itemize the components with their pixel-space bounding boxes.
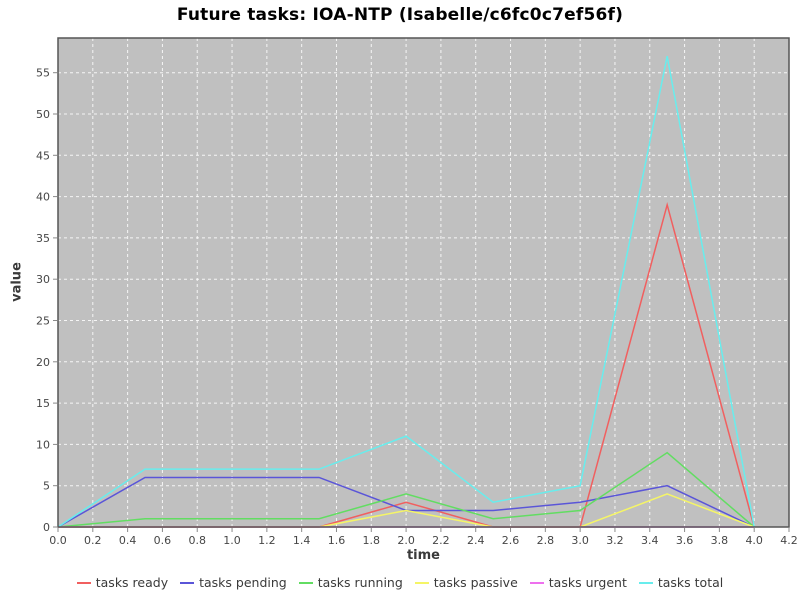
x-tick-label: 2.2 (432, 534, 450, 547)
legend-swatch-tasks-pending (180, 581, 195, 584)
x-tick-label: 3.4 (641, 534, 659, 547)
y-tick-label: 5 (43, 480, 50, 493)
x-tick-label: 1.0 (223, 534, 241, 547)
x-tick-label: 3.0 (571, 534, 589, 547)
legend-item-tasks-total: tasks total (638, 575, 724, 590)
legend-label-tasks-passive: tasks passive (433, 575, 518, 590)
series-line-tasks-running (57, 451, 755, 528)
x-tick-label: 4.2 (780, 534, 798, 547)
legend-item-tasks-running: tasks running (298, 575, 403, 590)
x-tick-label: 2.0 (397, 534, 415, 547)
y-tick-label: 25 (36, 314, 50, 327)
x-tick-label: 0.4 (119, 534, 137, 547)
y-tick-label: 0 (43, 521, 50, 534)
plot-background (58, 38, 789, 527)
plot-border (57, 37, 790, 528)
series-line-tasks-total (57, 56, 755, 528)
x-axis-label: time (406, 548, 441, 563)
y-tick-label: 35 (36, 232, 50, 245)
legend-item-tasks-passive: tasks passive (414, 575, 518, 590)
x-tick-label: 1.8 (363, 534, 381, 547)
legend-swatch-tasks-passive (414, 581, 429, 584)
legend-label-tasks-pending: tasks pending (199, 575, 287, 590)
x-tick-label: 1.4 (293, 534, 311, 547)
x-tick-label: 1.6 (328, 534, 346, 547)
x-tick-label: 0.6 (154, 534, 172, 547)
x-tick-label: 0.2 (84, 534, 102, 547)
legend-item-tasks-urgent: tasks urgent (529, 575, 627, 590)
legend-label-tasks-total: tasks total (657, 575, 724, 590)
x-tick-label: 2.6 (502, 534, 520, 547)
x-tick-label: 3.2 (606, 534, 624, 547)
y-tick-label: 40 (36, 191, 50, 204)
legend-label-tasks-running: tasks running (317, 575, 403, 590)
legend-swatch-tasks-urgent (529, 581, 544, 584)
y-tick-label: 45 (36, 149, 50, 162)
y-tick-label: 55 (36, 67, 50, 80)
y-tick-label: 30 (36, 273, 50, 286)
y-tick-label: 20 (36, 356, 50, 369)
x-tick-label: 4.0 (745, 534, 763, 547)
y-tick-label: 10 (36, 438, 50, 451)
x-tick-label: 2.8 (537, 534, 555, 547)
y-tick-label: 15 (36, 397, 50, 410)
x-tick-label: 2.4 (467, 534, 485, 547)
x-tick-label: 3.6 (676, 534, 694, 547)
x-tick-label: 1.2 (258, 534, 276, 547)
legend-swatch-tasks-ready (76, 581, 91, 584)
legend-label-tasks-ready: tasks ready (95, 575, 169, 590)
legend-swatch-tasks-running (298, 581, 313, 584)
x-tick-label: 0.8 (188, 534, 206, 547)
legend-item-tasks-pending: tasks pending (180, 575, 287, 590)
legend-label-tasks-urgent: tasks urgent (548, 575, 627, 590)
x-tick-label: 3.8 (711, 534, 729, 547)
x-tick-label: 0.0 (49, 534, 67, 547)
legend-swatch-tasks-total (638, 581, 653, 584)
chart-title: Future tasks: IOA-NTP (Isabelle/c6fc0c7e… (176, 5, 624, 25)
legend-item-tasks-ready: tasks ready (76, 575, 169, 590)
y-tick-label: 50 (36, 108, 50, 121)
legend: tasks ready tasks pending tasks running tas… (0, 575, 800, 590)
y-axis-label: value (9, 262, 25, 302)
